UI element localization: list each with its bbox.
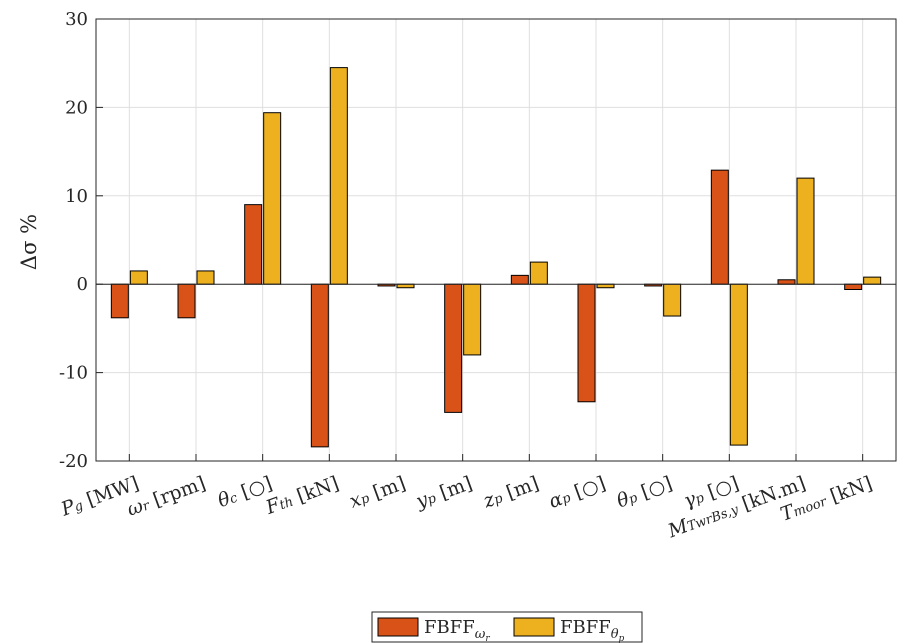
legend-entry: FBFFωr — [424, 617, 490, 643]
legend-entry: FBFFθp — [560, 617, 625, 643]
bar-series-1 — [710, 169, 729, 285]
bar-series-2 — [263, 112, 282, 285]
x-tick-unit: [m] — [503, 472, 541, 504]
bars — [96, 67, 896, 448]
svg-text:yp[m]: yp[m] — [412, 472, 475, 513]
bar-series-1 — [177, 283, 196, 319]
bar-series-2 — [663, 283, 682, 317]
x-tick-unit: [m] — [437, 472, 475, 504]
x-tick-symbol: M — [664, 514, 691, 542]
y-axis-label: Δσ % — [17, 214, 41, 270]
legend-subscript: ω — [475, 627, 486, 642]
bar-series-2 — [863, 276, 882, 285]
x-tick-label: yp[m] — [412, 472, 475, 513]
bar-series-1 — [510, 274, 529, 285]
bar-series-1 — [244, 204, 263, 285]
x-tick-unit: [rpm] — [150, 472, 208, 511]
x-tick-label: Fth[kN] — [262, 472, 342, 519]
bar-series-2 — [796, 177, 815, 285]
bar-series-1 — [777, 279, 796, 285]
legend-swatch — [513, 617, 555, 637]
x-tick-subscript: th — [277, 494, 295, 513]
bar-series-2 — [396, 283, 415, 289]
svg-text:θp[○]: θp[○] — [614, 472, 675, 512]
svg-text:θc[○]: θc[○] — [215, 472, 275, 512]
legend-name: FBFF — [560, 617, 611, 638]
bar-series-2 — [729, 283, 748, 446]
x-tick-symbol: ω — [124, 494, 146, 520]
legend-name: FBFF — [424, 617, 475, 638]
x-tick-label: zp[m] — [479, 472, 541, 513]
bar-series-2 — [129, 270, 148, 285]
x-tick-unit: [○] — [571, 472, 608, 503]
bar-series-1 — [110, 283, 129, 319]
x-tick-label: αp[○] — [546, 472, 609, 513]
x-tick-label: θc[○] — [215, 472, 275, 512]
bar-series-1 — [444, 283, 463, 413]
bar-series-2 — [329, 67, 348, 285]
y-axis-ticks: -20 -10 0 10 20 30 — [59, 9, 103, 472]
bar-series-2 — [596, 283, 615, 289]
bar-series-1 — [577, 283, 596, 403]
legend-subsubscript: r — [485, 634, 490, 643]
bar-series-2 — [529, 261, 548, 285]
bar-series-1 — [844, 283, 863, 291]
x-tick-label: xp[m] — [346, 472, 408, 512]
y-tick-label: 30 — [65, 9, 88, 30]
x-tick-subscript: moor — [791, 494, 829, 520]
svg-text:γp[○]: γp[○] — [681, 472, 742, 512]
y-tick-label: 20 — [65, 97, 88, 118]
svg-text:xp[m]: xp[m] — [346, 472, 408, 512]
x-tick-unit: [kN] — [294, 472, 342, 507]
plot-area — [96, 19, 896, 461]
bar-series-2 — [463, 283, 482, 356]
bar-series-1 — [310, 283, 329, 448]
y-tick-label: -10 — [59, 363, 88, 384]
x-tick-unit: [m] — [370, 472, 408, 504]
x-tick-label: γp[○] — [681, 472, 742, 512]
y-tick-label: 0 — [77, 274, 88, 295]
y-tick-label: 10 — [65, 186, 88, 207]
x-tick-unit: [○] — [705, 472, 742, 503]
legend-subscript: θ — [611, 627, 619, 642]
bar-series-2 — [196, 270, 215, 285]
legend-subsubscript: p — [619, 634, 625, 643]
x-tick-unit: [○] — [638, 472, 675, 503]
x-axis-ticks: Pg[MW]ωr[rpm] θc[○]Fth[kN] xp[m] yp[m] zp[m]… — [57, 454, 875, 542]
svg-text:zp[m]: zp[m] — [479, 472, 541, 513]
y-tick-label: -20 — [59, 451, 88, 472]
x-tick-unit: [kN] — [827, 472, 875, 507]
legend-swatch — [377, 617, 419, 637]
svg-text:Fth[kN]: Fth[kN] — [262, 472, 342, 519]
x-tick-subscript: r — [141, 498, 153, 514]
plot-frame — [95, 18, 897, 462]
x-tick-label: θp[○] — [614, 472, 675, 512]
svg-text:αp[○]: αp[○] — [546, 472, 609, 513]
